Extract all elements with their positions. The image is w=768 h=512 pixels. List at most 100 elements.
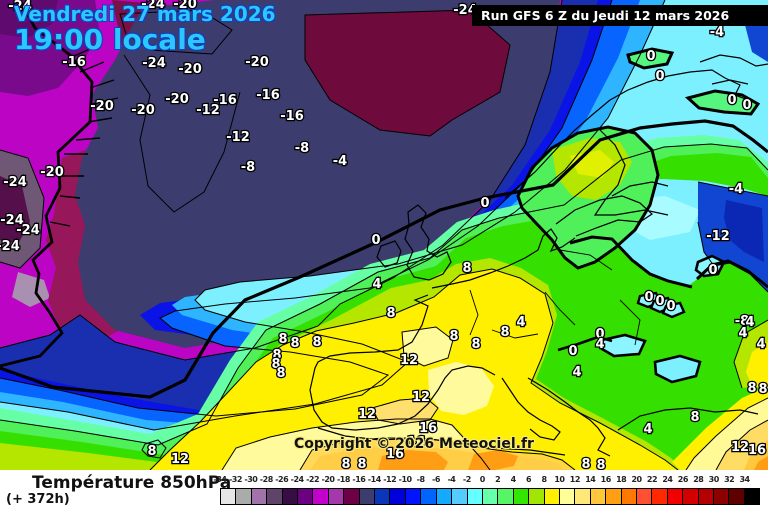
- colorbar-cell: [575, 488, 591, 505]
- colorbar-tick-label: -2: [462, 475, 471, 484]
- contour-value-label: 8: [747, 381, 756, 396]
- colorbar-tick-label: 20: [631, 475, 642, 484]
- colorbar-cell: [683, 488, 699, 505]
- contour-value-label: -24: [8, 0, 32, 14]
- contour-value-label: 0: [644, 290, 653, 305]
- contour-value-label: 12: [171, 452, 189, 467]
- contour-value-label: 8: [312, 335, 321, 350]
- colorbar-cell: [590, 488, 607, 505]
- colorbar-cell: [559, 488, 576, 505]
- model-run-text: Run GFS 6 Z du Jeudi 12 mars 2026: [481, 8, 730, 23]
- colorbar-tick-label: 32: [724, 475, 735, 484]
- colorbar-tick-label: -28: [259, 475, 273, 484]
- colorbar-cell: [667, 488, 684, 505]
- contour-value-label: 8: [690, 410, 699, 425]
- colorbar-tick-label: -14: [367, 475, 381, 484]
- contour-value-label: 4: [756, 337, 765, 352]
- contour-value-label: 8: [596, 458, 605, 470]
- contour-value-label: -20: [245, 55, 269, 70]
- colorbar-tick-label: 28: [693, 475, 704, 484]
- contour-value-label: -24: [141, 0, 165, 12]
- contour-value-label: 8: [272, 348, 281, 363]
- contour-value-label: 12: [731, 440, 749, 455]
- contour-value-label: 0: [666, 299, 675, 314]
- colorbar-tick-label: -6: [432, 475, 440, 484]
- contour-value-label: 12: [412, 390, 430, 405]
- contour-value-label: 8: [386, 306, 395, 321]
- colorbar-cell: [698, 488, 714, 505]
- contour-value-label: 8: [276, 366, 285, 381]
- contour-value-label: 0: [727, 93, 736, 108]
- colorbar-tick-label: 30: [708, 475, 720, 484]
- colorbar-tick-label: 12: [569, 475, 581, 484]
- colorbar-cell: [513, 488, 530, 505]
- warm-overlays: [222, 320, 768, 470]
- colorbar-tick-label: 26: [677, 475, 689, 484]
- forecast-map: -24 -20 -24 -24 -16 -24 -20 -20 -20 -20 -20 -16 -12-…: [0, 0, 768, 470]
- contour-value-label: 8: [341, 457, 350, 470]
- contour-value-label: 4: [745, 315, 754, 330]
- colorbar-tick-label: 8: [541, 475, 547, 484]
- contour-value-label: 8: [471, 337, 480, 352]
- colorbar-tick-label: -4: [447, 475, 456, 484]
- contour-value-label: -24: [142, 56, 166, 71]
- contour-value-label: -20: [90, 99, 114, 114]
- contour-value-label: -24: [453, 3, 477, 18]
- contour-value-label: 0: [646, 49, 655, 64]
- colorbar-tick-label: -10: [398, 475, 412, 484]
- temperature-colorbar: [220, 488, 761, 505]
- colorbar-cell: [344, 488, 360, 505]
- colorbar-cell: [313, 488, 329, 505]
- colorbar-cell: [282, 488, 299, 505]
- colorbar-tick-label: -24: [290, 475, 304, 484]
- contour-value-label: 4: [572, 365, 581, 380]
- contour-value-label: 4: [516, 315, 525, 330]
- colorbar-tick-label: 10: [554, 475, 565, 484]
- colorbar-cell: [544, 488, 560, 505]
- contour-value-label: -20: [173, 0, 197, 12]
- colorbar-tick-label: 16: [600, 475, 612, 484]
- contour-value-label: 0: [595, 327, 604, 342]
- contour-value-label: 0: [655, 294, 664, 309]
- colorbar-tick-label: 14: [585, 475, 596, 484]
- colorbar-cell: [744, 488, 761, 505]
- contour-value-label: 0: [742, 98, 751, 113]
- colorbar-tick-label: -22: [306, 475, 320, 484]
- colorbar-tick-label: -18: [336, 475, 350, 484]
- colorbar-cell: [636, 488, 653, 505]
- contour-value-label: 8: [462, 261, 471, 276]
- contour-value-label: -16: [280, 109, 304, 124]
- colorbar-cell: [328, 488, 345, 505]
- contour-value-label: 8: [357, 457, 366, 470]
- contour-value-label: -12: [226, 130, 250, 145]
- contour-value-label: 8: [758, 382, 767, 397]
- contour-value-label: 8: [278, 332, 287, 347]
- colorbar-tick-label: 18: [616, 475, 627, 484]
- contour-value-label: -4: [729, 182, 743, 197]
- map-title: Température 850hPa: [32, 473, 232, 493]
- contour-value-label: -24: [16, 223, 40, 238]
- colorbar-cell: [467, 488, 483, 505]
- colorbar-cell: [621, 488, 637, 505]
- forecast-offset: (+ 372h): [6, 492, 70, 507]
- colorbar-tick-label: -12: [383, 475, 397, 484]
- contour-value-label: 16: [419, 421, 437, 436]
- colorbar-tick-label: -32: [228, 475, 242, 484]
- colorbar-cell: [359, 488, 376, 505]
- contour-value-label: 12: [358, 407, 376, 422]
- contour-value-label: -20: [178, 62, 202, 77]
- colorbar-cell: [375, 488, 391, 505]
- colorbar-tick-label: 24: [662, 475, 673, 484]
- contour-value-label: -16: [256, 88, 280, 103]
- colorbar-cell: [267, 488, 283, 505]
- contour-value-label: 16: [407, 435, 425, 450]
- contour-value-label: -16: [62, 55, 86, 70]
- colorbar-tick-label: 2: [495, 475, 501, 484]
- colorbar-cell: [482, 488, 499, 505]
- colorbar-cell: [714, 488, 730, 505]
- contour-value-label: -4: [710, 25, 724, 40]
- colorbar-cell: [251, 488, 268, 505]
- colorbar-cell: [421, 488, 437, 505]
- colorbar-tick-label: -8: [416, 475, 425, 484]
